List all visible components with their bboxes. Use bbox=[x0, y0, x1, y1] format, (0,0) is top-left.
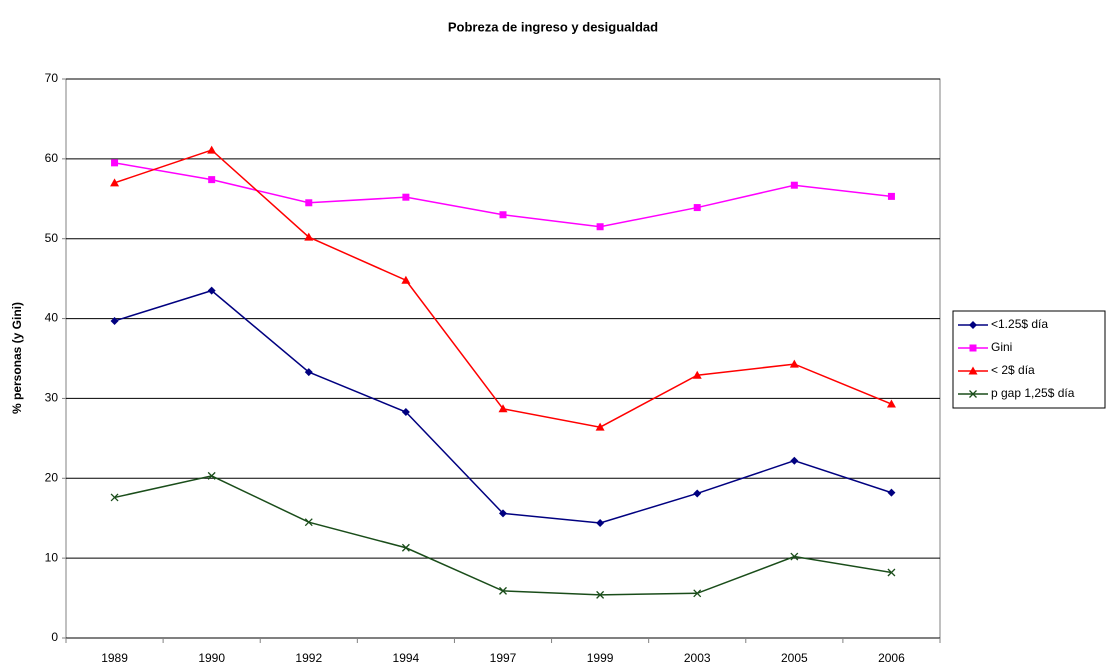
marker bbox=[401, 408, 410, 417]
y-tick-label: 10 bbox=[45, 550, 59, 564]
x-tick-label: 2003 bbox=[684, 651, 711, 665]
y-tick-label: 0 bbox=[51, 630, 58, 644]
marker bbox=[693, 204, 701, 212]
marker bbox=[499, 509, 507, 518]
x-tick-label: 1989 bbox=[101, 651, 128, 665]
marker bbox=[969, 321, 977, 329]
y-tick-label: 20 bbox=[45, 470, 59, 484]
marker bbox=[110, 178, 120, 187]
marker bbox=[969, 390, 977, 398]
y-tick-label: 40 bbox=[45, 311, 59, 325]
marker bbox=[789, 359, 799, 368]
legend-label: p gap 1,25$ día bbox=[991, 386, 1075, 400]
x-tick-label: 2006 bbox=[878, 651, 905, 665]
marker bbox=[401, 275, 411, 284]
x-tick-label: 1994 bbox=[393, 651, 420, 665]
marker bbox=[305, 199, 313, 207]
marker bbox=[401, 543, 410, 552]
marker bbox=[402, 193, 410, 201]
x-tick-label: 1999 bbox=[587, 651, 614, 665]
y-tick-label: 60 bbox=[45, 151, 59, 165]
plot-area bbox=[65, 78, 941, 639]
marker bbox=[110, 316, 119, 325]
marker bbox=[968, 366, 978, 375]
marker bbox=[693, 589, 702, 598]
marker bbox=[208, 176, 216, 184]
marker bbox=[207, 145, 217, 154]
marker bbox=[969, 344, 977, 352]
legend-label: <1.25$ día bbox=[991, 317, 1048, 331]
x-tick-label: 1992 bbox=[295, 651, 322, 665]
marker bbox=[111, 159, 119, 167]
x-tick-label: 1997 bbox=[490, 651, 517, 665]
marker bbox=[887, 192, 895, 200]
series-line bbox=[114, 475, 892, 596]
marker bbox=[692, 370, 702, 379]
marker bbox=[596, 223, 604, 231]
marker bbox=[207, 471, 216, 480]
marker bbox=[498, 404, 508, 413]
marker bbox=[304, 518, 313, 527]
marker bbox=[887, 568, 896, 577]
marker bbox=[887, 488, 896, 497]
y-axis-title: % personas (y Gini) bbox=[10, 302, 24, 414]
x-tick-label: 1990 bbox=[198, 651, 225, 665]
y-tick-label: 50 bbox=[45, 231, 59, 245]
marker bbox=[499, 211, 507, 219]
marker bbox=[886, 399, 896, 408]
marker bbox=[790, 456, 799, 465]
y-tick-label: 30 bbox=[45, 391, 59, 405]
series-line bbox=[114, 149, 892, 428]
marker bbox=[304, 232, 314, 241]
chart-title: Pobreza de ingreso y desigualdad bbox=[448, 19, 658, 34]
legend-label: < 2$ día bbox=[991, 363, 1035, 377]
marker bbox=[790, 552, 799, 561]
marker bbox=[790, 181, 798, 189]
legend-label: Gini bbox=[991, 340, 1012, 354]
marker bbox=[596, 590, 605, 599]
marker bbox=[693, 489, 702, 498]
x-tick-label: 2005 bbox=[781, 651, 808, 665]
y-tick-label: 70 bbox=[45, 71, 59, 85]
marker bbox=[110, 493, 119, 502]
marker bbox=[596, 519, 605, 528]
marker bbox=[207, 286, 216, 295]
marker bbox=[595, 422, 605, 431]
legend bbox=[952, 310, 1106, 409]
marker bbox=[304, 368, 313, 377]
marker bbox=[499, 586, 507, 595]
